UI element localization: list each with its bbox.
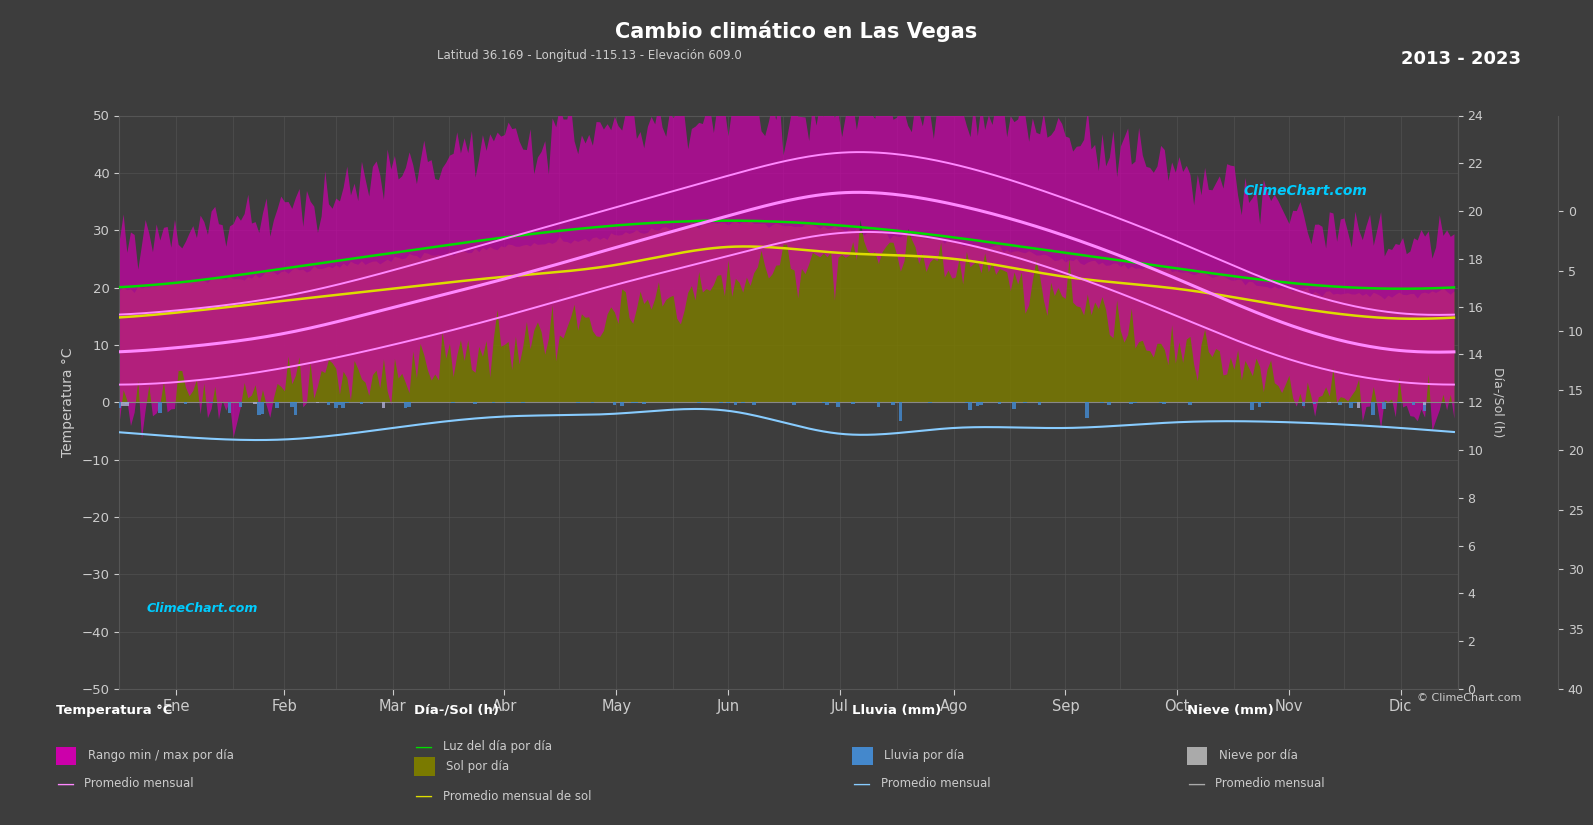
Text: —: — <box>414 787 432 805</box>
Bar <box>335 403 338 408</box>
Text: —: — <box>414 738 432 756</box>
Text: Promedio mensual: Promedio mensual <box>881 777 991 790</box>
Bar <box>1012 403 1016 409</box>
Bar <box>382 403 386 408</box>
Bar <box>118 403 121 408</box>
Bar <box>124 403 129 404</box>
Text: Nieve (mm): Nieve (mm) <box>1187 704 1273 717</box>
Bar <box>969 403 972 411</box>
Bar <box>408 403 411 408</box>
Bar <box>836 403 840 407</box>
Bar <box>1383 403 1386 409</box>
Bar <box>876 403 881 407</box>
Bar <box>752 403 755 405</box>
Bar <box>1163 403 1166 404</box>
Bar <box>261 403 264 414</box>
Bar <box>239 403 242 408</box>
Bar <box>253 403 256 404</box>
Bar <box>1423 403 1426 404</box>
Bar <box>341 403 346 408</box>
Bar <box>360 403 363 404</box>
Bar <box>975 403 980 406</box>
Bar <box>403 403 408 408</box>
Y-axis label: Lluvia / Nieve (mm): Lluvia / Nieve (mm) <box>1591 341 1593 464</box>
Bar <box>1357 403 1360 408</box>
Text: Lluvia (mm): Lluvia (mm) <box>852 704 941 717</box>
Bar <box>293 403 298 415</box>
Bar <box>898 403 902 422</box>
Bar <box>792 403 796 405</box>
Bar <box>825 403 828 405</box>
Bar <box>1188 403 1192 405</box>
Text: —: — <box>1187 775 1204 793</box>
Bar <box>124 403 129 406</box>
Bar <box>1313 403 1316 404</box>
Text: Día-/Sol (h): Día-/Sol (h) <box>414 704 499 717</box>
Bar <box>183 403 188 404</box>
Text: Nieve por día: Nieve por día <box>1219 749 1298 762</box>
Text: Rango min / max por día: Rango min / max por día <box>88 749 234 762</box>
Y-axis label: Temperatura °C: Temperatura °C <box>61 347 75 457</box>
Text: Latitud 36.169 - Longitud -115.13 - Elevación 609.0: Latitud 36.169 - Longitud -115.13 - Elev… <box>436 50 742 63</box>
Bar <box>1372 403 1375 415</box>
Bar <box>980 403 983 405</box>
Bar <box>158 403 161 413</box>
Bar <box>613 403 616 405</box>
Bar <box>327 403 330 405</box>
Text: 2013 - 2023: 2013 - 2023 <box>1402 50 1521 68</box>
Bar <box>733 403 738 405</box>
Bar <box>1037 403 1042 404</box>
Bar <box>997 403 1000 404</box>
Text: Promedio mensual de sol: Promedio mensual de sol <box>443 790 591 803</box>
Bar <box>276 403 279 408</box>
Bar <box>256 403 261 415</box>
Bar <box>1349 403 1352 408</box>
Bar <box>642 403 645 404</box>
Bar <box>228 403 231 413</box>
Bar <box>121 403 124 406</box>
Y-axis label: Día-/Sol (h): Día-/Sol (h) <box>1491 367 1504 437</box>
Text: —: — <box>852 775 870 793</box>
Text: Promedio mensual: Promedio mensual <box>1215 777 1325 790</box>
Bar <box>620 403 623 406</box>
Text: Luz del día por día: Luz del día por día <box>443 740 551 753</box>
Bar <box>1411 403 1416 405</box>
Text: Sol por día: Sol por día <box>446 760 510 773</box>
Bar <box>1338 403 1343 405</box>
Text: ClimeChart.com: ClimeChart.com <box>1244 184 1367 198</box>
Bar <box>1085 403 1090 417</box>
Text: Lluvia por día: Lluvia por día <box>884 749 964 762</box>
Text: —: — <box>56 775 73 793</box>
Bar <box>290 403 293 407</box>
Text: ClimeChart.com: ClimeChart.com <box>147 602 258 615</box>
Text: Cambio climático en Las Vegas: Cambio climático en Las Vegas <box>615 21 978 42</box>
Bar <box>1423 403 1426 411</box>
Bar <box>890 403 895 405</box>
Bar <box>1301 403 1305 406</box>
Text: Promedio mensual: Promedio mensual <box>84 777 194 790</box>
Bar <box>1258 403 1262 407</box>
Text: © ClimeChart.com: © ClimeChart.com <box>1416 693 1521 703</box>
Bar <box>1251 403 1254 410</box>
Bar <box>1107 403 1112 404</box>
Bar <box>338 403 341 405</box>
Text: Temperatura °C: Temperatura °C <box>56 704 172 717</box>
